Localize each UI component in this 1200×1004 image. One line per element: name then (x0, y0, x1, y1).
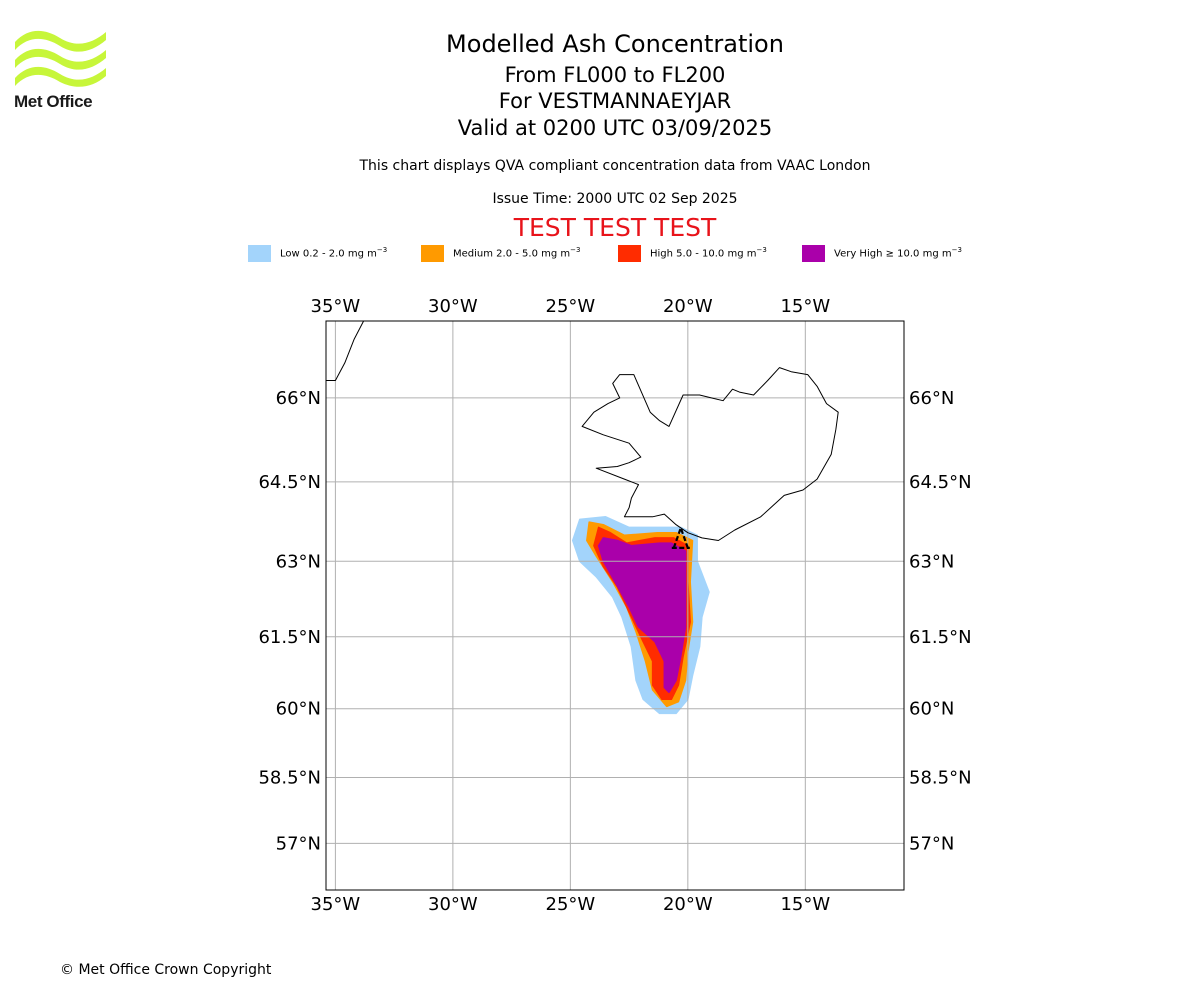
legend-swatch-low (248, 245, 271, 262)
volcano-triangle-icon (671, 524, 690, 550)
axis-labels: 35°W 35°W 30°W 30°W 25°W 25°W 20°W 20°W 15°W 15°W… (258, 296, 971, 915)
legend-label-very-high: Very High ≥ 10.0 mg m−3 (834, 246, 962, 260)
met-office-wordmark: Met Office (14, 92, 93, 111)
lat-tick-label-left: 57°N (276, 833, 321, 854)
coastline-greenland (326, 321, 365, 381)
volcano-name: For VESTMANNAEYJAR (498, 89, 732, 113)
legend-swatch-high (618, 245, 641, 262)
lon-tick-label-top: 30°W (428, 296, 478, 317)
ash-area-very-high (597, 537, 687, 694)
legend-swatch-very-high (802, 245, 825, 262)
lat-tick-label-left: 66°N (276, 388, 321, 409)
compliance-note: This chart displays QVA compliant concen… (359, 158, 871, 174)
coastlines (326, 321, 839, 541)
lat-tick-label-right: 61.5°N (909, 627, 972, 648)
lon-tick-label-bottom: 25°W (546, 894, 596, 915)
lat-tick-label-right: 60°N (909, 699, 954, 720)
lat-tick-label-left: 58.5°N (258, 767, 321, 788)
issue-time: Issue Time: 2000 UTC 02 Sep 2025 (492, 191, 738, 207)
flight-level-range: From FL000 to FL200 (504, 63, 726, 87)
lon-tick-label-bottom: 15°W (780, 894, 830, 915)
met-office-logo: Met Office (14, 30, 108, 112)
map-frame (325, 320, 905, 891)
legend-swatch-medium (421, 245, 444, 262)
coastline-iceland (581, 367, 839, 541)
graticule (326, 321, 904, 890)
lat-tick-label-left: 64.5°N (258, 472, 321, 493)
ash-concentration-layers (571, 516, 710, 715)
lat-tick-label-left: 63°N (276, 551, 321, 572)
lon-tick-label-top: 15°W (780, 296, 830, 317)
lat-tick-label-right: 64.5°N (909, 472, 972, 493)
lon-tick-label-top: 35°W (311, 296, 361, 317)
lat-tick-label-right: 58.5°N (909, 767, 972, 788)
lat-tick-label-left: 60°N (276, 699, 321, 720)
lon-tick-label-bottom: 35°W (311, 894, 361, 915)
lat-tick-label-right: 57°N (909, 833, 954, 854)
lat-tick-label-right: 66°N (909, 388, 954, 409)
volcano-marker (671, 524, 690, 550)
lon-tick-label-bottom: 20°W (663, 894, 713, 915)
legend-label-low: Low 0.2 - 2.0 mg m−3 (280, 246, 388, 260)
lat-tick-label-left: 61.5°N (258, 627, 321, 648)
met-office-wave-icon (15, 30, 106, 87)
test-banner: TEST TEST TEST (513, 213, 717, 242)
chart-title: Modelled Ash Concentration (446, 30, 784, 58)
legend-label-high: High 5.0 - 10.0 mg m−3 (650, 246, 767, 260)
lat-tick-label-right: 63°N (909, 551, 954, 572)
lon-tick-label-bottom: 30°W (428, 894, 478, 915)
copyright-notice: © Met Office Crown Copyright (60, 962, 272, 978)
lon-tick-label-top: 25°W (546, 296, 596, 317)
lon-tick-label-top: 20°W (663, 296, 713, 317)
legend-label-medium: Medium 2.0 - 5.0 mg m−3 (453, 246, 581, 260)
valid-time: Valid at 0200 UTC 03/09/2025 (457, 116, 773, 140)
